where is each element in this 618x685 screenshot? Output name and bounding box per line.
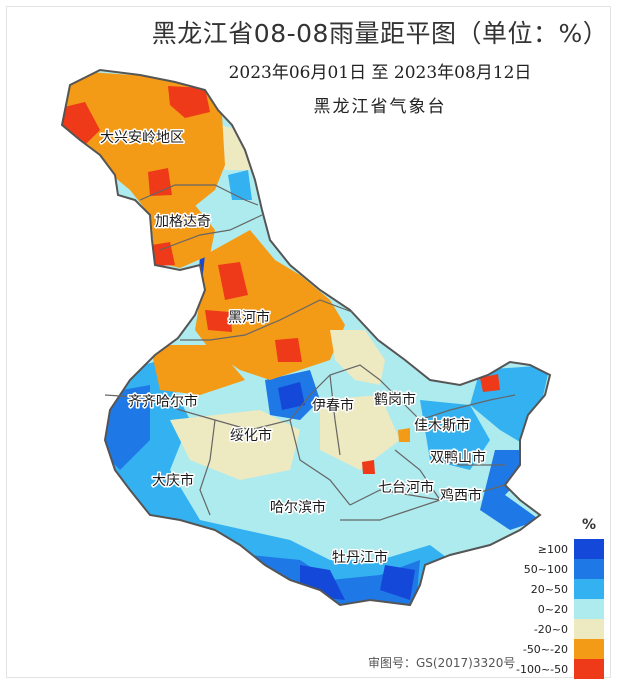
city-label-shuangyashan: 双鸭山市 [430,449,486,466]
map-approval-number: 审图号：GS(2017)3320号 [368,656,516,670]
legend-item: -100~-50 [516,659,608,681]
legend-label: ≥100 [537,543,568,556]
city-label-jiamusi: 佳木斯市 [414,417,470,434]
city-label-hegang: 鹤岗市 [374,391,416,408]
city-label-heihe: 黑河市 [228,309,270,326]
legend-item: 20~50 [516,579,608,601]
legend-label: -50~-20 [522,643,568,656]
legend-label: 0~20 [537,603,568,616]
legend-swatch [574,539,604,559]
legend-label: -100~-50 [516,663,569,676]
legend-swatch [574,579,604,599]
legend-swatch [574,599,604,619]
legend-label: 50~100 [523,563,568,576]
legend-item: 0~20 [516,599,608,621]
legend-swatch [574,619,604,639]
legend-label: -20~0 [533,623,568,636]
legend-item: 50~100 [516,559,608,581]
date-range: 2023年06月01日 至 2023年08月12日 [228,63,532,83]
legend-swatch [574,659,604,679]
district-borders [104,184,516,521]
legend-label: 20~50 [530,583,568,596]
map-title: 黑龙江省08-08雨量距平图（单位：%） [151,19,609,48]
city-label-daxinganling: 大兴安岭地区 [100,130,184,146]
city-label-mudanjiang: 牡丹江市 [332,549,388,566]
legend-item: -50~-20 [516,639,608,661]
legend-item: ≥100 [516,539,608,561]
city-label-daqing: 大庆市 [152,472,194,489]
issuing-organization: 黑龙江省气象台 [313,97,447,117]
legend-item: -20~0 [516,619,608,641]
city-label-harbin: 哈尔滨市 [270,499,326,516]
city-label-yichun: 伊春市 [312,397,354,414]
legend-swatch [574,639,604,659]
legend-swatch [574,559,604,579]
city-label-jixi: 鸡西市 [440,487,482,504]
city-label-qitaihe: 七台河市 [378,479,434,496]
city-label-jiagedaqi: 加格达奇 [155,213,211,230]
city-label-qiqihar: 齐齐哈尔市 [128,393,198,410]
legend-unit: % [582,517,597,533]
city-label-suihua: 绥化市 [230,427,272,444]
